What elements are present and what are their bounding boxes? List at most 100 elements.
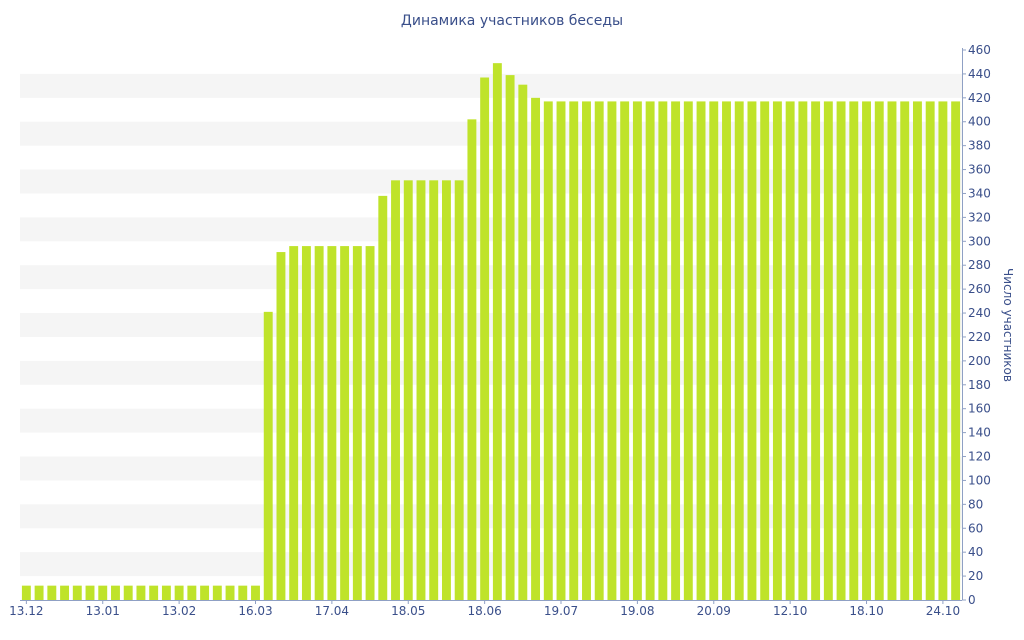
y-tick-label: 160: [968, 402, 991, 416]
grid-band: [20, 169, 962, 194]
bar: [874, 101, 884, 600]
y-tick-label: 220: [968, 330, 991, 344]
y-tick-label: 300: [968, 234, 991, 248]
grid-bands: [20, 73, 962, 577]
x-tick-label: 13.01: [86, 604, 120, 618]
bar: [403, 180, 413, 600]
bar: [276, 252, 286, 600]
y-tick-label: 20: [968, 569, 983, 583]
bar: [671, 101, 681, 600]
y-tick-label: 320: [968, 210, 991, 224]
bar: [21, 585, 31, 600]
grid-band: [20, 552, 962, 577]
y-tick-label: 440: [968, 67, 991, 81]
chart-title: Динамика участников беседы: [400, 13, 624, 29]
grid-band: [20, 504, 962, 529]
grid-band: [20, 121, 962, 146]
bar: [582, 101, 591, 600]
bar: [569, 101, 579, 600]
bar: [123, 585, 133, 600]
bar: [225, 585, 235, 600]
bar: [492, 63, 502, 600]
x-tick-label: 16.03: [238, 604, 272, 618]
bar: [161, 585, 171, 600]
bar: [760, 101, 770, 600]
grid-band: [20, 360, 962, 385]
y-tick-label: 280: [968, 258, 991, 272]
bar: [734, 101, 744, 600]
bar: [263, 311, 273, 600]
axes: 0 20 40 60 80 100 120 140 160 180 200 220 240 260 280 3…: [9, 43, 991, 618]
bar: [938, 101, 948, 600]
bar: [416, 180, 426, 600]
bar: [594, 101, 604, 600]
bar: [187, 585, 197, 600]
grid-band: [20, 217, 962, 242]
y-tick-label: 140: [968, 426, 991, 440]
bar: [212, 585, 222, 600]
bar: [238, 585, 248, 600]
bar: [887, 101, 897, 600]
x-tick-label: 13.12: [9, 604, 43, 618]
bar: [60, 585, 70, 600]
y-tick-label: 460: [968, 43, 991, 57]
y-tick-label: 340: [968, 186, 991, 200]
y-tick-label: 60: [968, 521, 983, 535]
bar: [925, 101, 935, 600]
bar: [47, 585, 57, 600]
bar: [823, 101, 833, 600]
bar: [314, 246, 324, 600]
bar: [912, 101, 922, 600]
bar: [352, 246, 362, 600]
bar: [747, 101, 757, 600]
bar: [798, 101, 808, 600]
grid-band: [20, 265, 962, 290]
bar: [543, 101, 553, 600]
x-tick-label: 20.09: [697, 604, 731, 618]
bar: [289, 246, 299, 600]
y-tick-label: 200: [968, 354, 991, 368]
y-tick-label: 180: [968, 378, 991, 392]
bar: [454, 180, 464, 600]
x-tick-label: 19.08: [620, 604, 654, 618]
bar: [72, 585, 82, 600]
y-tick-label: 400: [968, 115, 991, 129]
bar: [174, 585, 184, 600]
x-tick-label: 18.05: [391, 604, 425, 618]
bar: [900, 101, 910, 600]
y-tick-label: 240: [968, 306, 991, 320]
x-tick-label: 19.07: [544, 604, 578, 618]
bar: [862, 101, 871, 600]
bar: [836, 101, 846, 600]
bar: [98, 585, 108, 600]
grid-band: [20, 456, 962, 481]
y-axis-title: Число участников: [1001, 268, 1015, 382]
y-tick-label: 100: [968, 473, 991, 487]
bar: [645, 101, 655, 600]
bar: [480, 77, 490, 600]
bar: [556, 101, 566, 600]
y-tick-label: 380: [968, 139, 991, 153]
bar: [785, 101, 795, 600]
bar: [340, 246, 350, 600]
y-tick-label: 40: [968, 545, 983, 559]
bar: [441, 180, 451, 600]
y-tick-label: 120: [968, 450, 991, 464]
y-tick-label: 0: [968, 593, 976, 607]
bar: [251, 585, 260, 600]
bar: [378, 195, 388, 600]
x-tick-label: 18.10: [849, 604, 883, 618]
x-tick-label: 13.02: [162, 604, 196, 618]
bar: [772, 101, 782, 600]
bar: [111, 585, 120, 600]
bar: [620, 101, 630, 600]
bar: [505, 75, 515, 601]
bar: [34, 585, 44, 600]
bar: [327, 246, 337, 600]
bar: [136, 585, 146, 600]
bar: [301, 246, 311, 600]
bar: [709, 101, 719, 600]
bar: [518, 84, 528, 601]
